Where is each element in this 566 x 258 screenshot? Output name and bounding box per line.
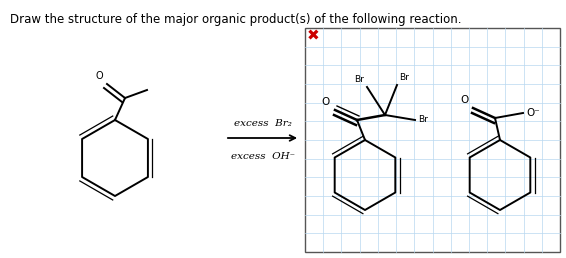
Text: excess  OH⁻: excess OH⁻ (231, 152, 295, 161)
Text: Draw the structure of the major organic product(s) of the following reaction.: Draw the structure of the major organic … (10, 13, 461, 26)
Text: Br: Br (354, 75, 364, 84)
Text: O: O (321, 97, 330, 107)
Text: Br: Br (399, 73, 409, 82)
Text: ✖: ✖ (307, 28, 320, 43)
Text: O: O (461, 95, 469, 105)
Bar (305, 28, 560, 252)
Text: O: O (96, 71, 103, 81)
Text: O⁻: O⁻ (526, 108, 540, 118)
Text: Br: Br (418, 116, 428, 125)
Text: excess  Br₂: excess Br₂ (234, 119, 292, 128)
